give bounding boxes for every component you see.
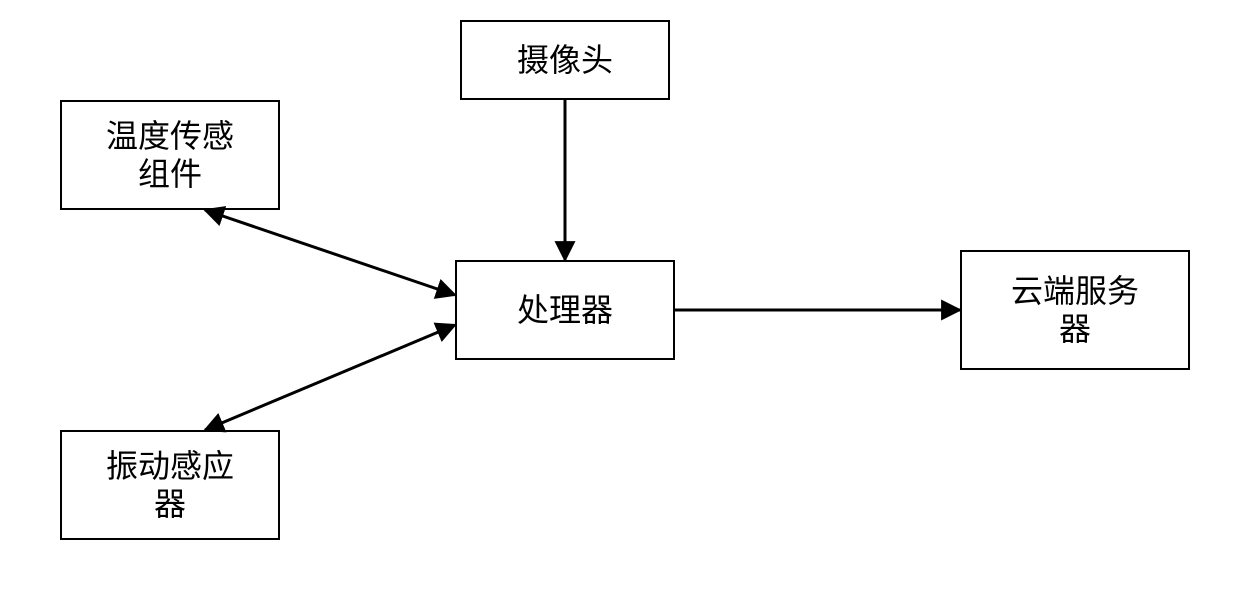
node-temp-sensor: 温度传感组件 <box>60 100 280 210</box>
node-camera-label: 摄像头 <box>517 41 613 79</box>
node-vibration-sensor-label: 振动感应器 <box>106 447 234 524</box>
node-vibration-sensor: 振动感应器 <box>60 430 280 540</box>
diagram-canvas: 摄像头 温度传感组件 处理器 振动感应器 云端服务器 <box>0 0 1240 609</box>
node-cloud-server-label: 云端服务器 <box>1011 272 1139 349</box>
edge-temp-processor <box>205 210 455 295</box>
node-processor-label: 处理器 <box>517 291 613 329</box>
node-temp-sensor-label: 温度传感组件 <box>106 117 234 194</box>
node-camera: 摄像头 <box>460 20 670 100</box>
node-processor: 处理器 <box>455 260 675 360</box>
node-cloud-server: 云端服务器 <box>960 250 1190 370</box>
edge-vibration-processor <box>205 325 455 430</box>
